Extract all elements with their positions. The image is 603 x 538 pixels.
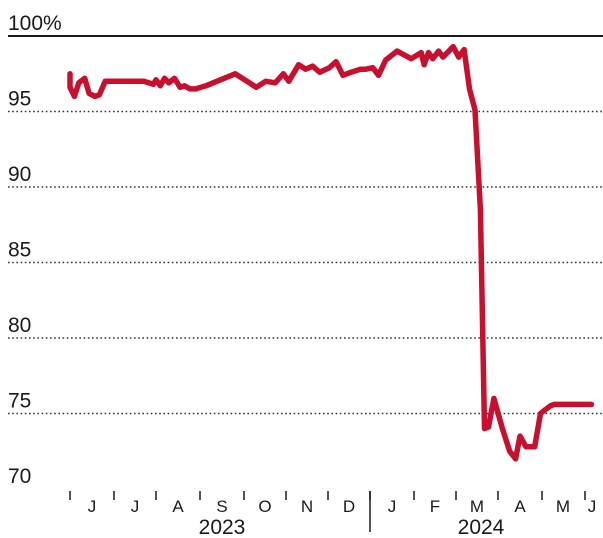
gridlines [8,35,603,415]
y-tick-label: 85 [8,239,31,262]
x-month-label: D [343,497,355,516]
y-tick-label: 70 [8,465,31,488]
y-tick-label: 75 [8,390,31,413]
y-tick-label: 80 [8,314,31,337]
x-month-label: A [172,497,184,516]
y-axis-labels: 70 75 80 85 90 95 100% [8,12,62,488]
x-month-label: A [514,497,526,516]
x-month-label: J [388,497,397,516]
x-month-label: S [216,497,227,516]
x-year-label: 2024 [458,516,505,538]
series-line [67,43,595,462]
x-month-label: J [88,497,97,516]
x-month-label: J [131,497,140,516]
x-month-label: O [258,497,271,516]
y-tick-label: 100% [8,12,62,35]
y-tick-label: 95 [8,88,31,111]
x-month-label: M [556,497,570,516]
x-month-label: J [588,497,597,516]
series-polyline [67,43,595,462]
x-month-label: F [430,497,440,516]
x-year-label: 2023 [199,516,246,538]
x-month-label: N [301,497,313,516]
x-month-label: M [470,497,484,516]
y-tick-label: 90 [8,163,31,186]
